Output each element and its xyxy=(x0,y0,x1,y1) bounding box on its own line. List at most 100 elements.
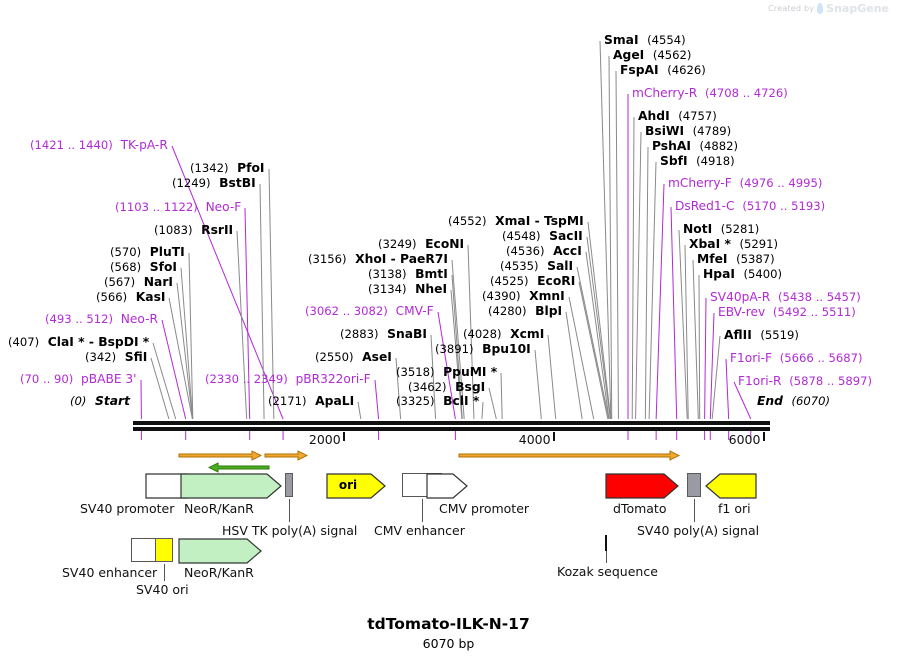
enzyme-label-kasi[interactable]: (566) KasI xyxy=(96,291,165,304)
feature-sv40-ori[interactable] xyxy=(155,538,173,562)
feature-ori[interactable]: ori xyxy=(326,473,386,499)
label-position: (5519) xyxy=(760,328,799,342)
primer-label-dsred1-c[interactable]: DsRed1-C (5170 .. 5193) xyxy=(675,200,825,213)
label-position: (5291) xyxy=(739,237,778,251)
enzyme-label-blpi[interactable]: (4280) BlpI xyxy=(488,305,562,318)
label-position: (4525) xyxy=(490,274,529,288)
enzyme-label-econi[interactable]: (3249) EcoNI xyxy=(378,238,464,251)
primer-label-f1ori-f[interactable]: F1ori-F (5666 .. 5687) xyxy=(730,352,863,365)
enzyme-label-sfoi[interactable]: (568) SfoI xyxy=(110,261,177,274)
label-name: BsgI xyxy=(455,380,486,394)
label-position: (3518) xyxy=(396,365,435,379)
primer-label-cmv-f[interactable]: (3062 .. 3082) CMV-F xyxy=(305,305,434,318)
enzyme-label-nari[interactable]: (567) NarI xyxy=(104,276,173,289)
label-name: PshAI xyxy=(652,139,691,153)
enzyme-label-sali[interactable]: (4535) SalI xyxy=(500,260,573,273)
enzyme-label-hpai[interactable]: HpaI (5400) xyxy=(703,268,782,281)
primer-label-pbr322ori-f[interactable]: (2330 .. 2349) pBR322ori-F xyxy=(205,373,371,386)
primer-label-pbabe-3[interactable]: (70 .. 90) pBABE 3' xyxy=(20,373,137,386)
label-position: (1342) xyxy=(190,161,229,175)
enzyme-label-sbfi[interactable]: SbfI (4918) xyxy=(660,155,735,168)
enzyme-label-xcmi[interactable]: (4028) XcmI xyxy=(463,328,544,341)
primer-label-neo-f[interactable]: (1103 .. 1122) Neo-F xyxy=(115,201,241,214)
label-name: KasI xyxy=(135,290,166,304)
feature-cmv-promoter[interactable] xyxy=(426,473,468,499)
primer-arrow[interactable] xyxy=(178,450,262,461)
enzyme-label-xmni[interactable]: (4390) XmnI xyxy=(482,290,565,303)
enzyme-label-mfei[interactable]: MfeI (5387) xyxy=(697,253,775,266)
page-title: tdTomato-ILK-N-17 xyxy=(367,615,530,633)
enzyme-label-acci[interactable]: (4536) AccI xyxy=(506,245,582,258)
terminus-label-end[interactable]: End (6070) xyxy=(757,395,830,408)
primer-label-sv40pa-r[interactable]: SV40pA-R (5438 .. 5457) xyxy=(710,291,861,304)
enzyme-label-clai-bspdi[interactable]: (407) ClaI * - BspDI * xyxy=(8,336,149,349)
enzyme-label-ahdi[interactable]: AhdI (4757) xyxy=(638,110,717,123)
label-name: AhdI xyxy=(638,109,670,123)
enzyme-label-agei[interactable]: AgeI (4562) xyxy=(613,49,691,62)
primer-label-mcherry-f[interactable]: mCherry-F (4976 .. 4995) xyxy=(668,177,822,190)
primer-arrow[interactable] xyxy=(264,450,308,461)
primer-arrow[interactable] xyxy=(208,462,270,473)
label-position: (3462) xyxy=(408,380,447,394)
enzyme-label-xhoi-paer7i[interactable]: (3156) XhoI - PaeR7I xyxy=(308,253,448,266)
enzyme-label-asei[interactable]: (2550) AseI xyxy=(315,351,392,364)
primer-label-tk-pa-r[interactable]: (1421 .. 1440) TK-pA-R xyxy=(30,139,168,152)
primer-label-mcherry-r[interactable]: mCherry-R (4708 .. 4726) xyxy=(632,87,788,100)
enzyme-label-bmti[interactable]: (3138) BmtI xyxy=(368,268,448,281)
enzyme-label-sacii[interactable]: (4548) SacII xyxy=(502,230,583,243)
label-name: CMV-F xyxy=(395,304,434,318)
page-subtitle: 6070 bp xyxy=(422,636,475,651)
enzyme-label-bstbi[interactable]: (1249) BstBI xyxy=(172,177,256,190)
feature-label: CMV promoter xyxy=(439,501,530,516)
enzyme-label-rsrii[interactable]: (1083) RsrII xyxy=(154,224,233,237)
primer-label-f1ori-r[interactable]: F1ori-R (5878 .. 5897) xyxy=(738,375,872,388)
primer-arrow[interactable] xyxy=(458,450,680,461)
enzyme-label-bpu10i[interactable]: (3891) Bpu10I xyxy=(435,343,531,356)
enzyme-label-aflii[interactable]: AflII (5519) xyxy=(724,329,799,342)
enzyme-label-nhei[interactable]: (3134) NheI xyxy=(368,283,447,296)
label-position: (407) xyxy=(8,335,40,349)
feature-neor-kanr[interactable] xyxy=(178,538,262,564)
enzyme-label-bsiwi[interactable]: BsiWI (4789) xyxy=(645,125,731,138)
label-position: (3156) xyxy=(308,252,347,266)
label-name: AseI xyxy=(362,350,392,364)
enzyme-label-xmai-tspmi[interactable]: (4552) XmaI - TspMI xyxy=(448,215,584,228)
feature-kozak-sequence[interactable] xyxy=(605,535,607,551)
enzyme-label-snabi[interactable]: (2883) SnaBI xyxy=(340,328,427,341)
enzyme-label-pluti[interactable]: (570) PluTI xyxy=(110,246,185,259)
feature-sv40-poly-a-signal[interactable] xyxy=(687,473,701,497)
enzyme-label-bsgi[interactable]: (3462) BsgI xyxy=(408,381,485,394)
label-position: (4626) xyxy=(667,63,706,77)
enzyme-label-fspai[interactable]: FspAI (4626) xyxy=(620,64,706,77)
enzyme-label-pshai[interactable]: PshAI (4882) xyxy=(652,140,738,153)
label-name: SnaBI xyxy=(387,327,427,341)
label-name: AgeI xyxy=(613,48,645,62)
enzyme-label-apali[interactable]: (2171) ApaLI xyxy=(268,395,354,408)
primer-label-neo-r[interactable]: (493 .. 512) Neo-R xyxy=(45,313,158,326)
enzyme-label-sfii[interactable]: (342) SfiI xyxy=(85,351,147,364)
terminus-label-start[interactable]: (0) Start xyxy=(70,395,130,408)
enzyme-label-pfoi[interactable]: (1342) PfoI xyxy=(190,162,265,175)
label-name: Start xyxy=(95,394,130,408)
feature-label: dTomato xyxy=(613,501,667,516)
label-name: PpuMI * xyxy=(443,365,498,379)
label-name: NotI xyxy=(683,222,713,236)
primer-label-ebv-rev[interactable]: EBV-rev (5492 .. 5511) xyxy=(718,306,856,319)
feature-f1-ori[interactable] xyxy=(705,473,757,499)
label-position: (2330 .. 2349) xyxy=(205,372,288,386)
feature-label: f1 ori xyxy=(718,501,751,516)
feature-dtomato[interactable] xyxy=(605,473,679,499)
label-position: (4562) xyxy=(652,48,692,62)
enzyme-label-smai[interactable]: SmaI (4554) xyxy=(604,34,686,47)
enzyme-label-bcli[interactable]: (3325) BclI * xyxy=(396,395,479,408)
enzyme-label-ecori[interactable]: (4525) EcoRI xyxy=(490,275,575,288)
label-position: (4789) xyxy=(692,124,732,138)
enzyme-label-noti[interactable]: NotI (5281) xyxy=(683,223,759,236)
label-position: (5387) xyxy=(736,252,775,266)
enzyme-label-ppumi[interactable]: (3518) PpuMI * xyxy=(396,366,497,379)
label-position: (2171) xyxy=(268,394,307,408)
enzyme-label-xbai[interactable]: XbaI * (5291) xyxy=(689,238,778,251)
feature-label: SV40 promoter xyxy=(80,501,175,516)
feature-hsv-tk-poly-a-signal[interactable] xyxy=(285,473,293,497)
feature-neor-kanr[interactable] xyxy=(180,473,282,499)
